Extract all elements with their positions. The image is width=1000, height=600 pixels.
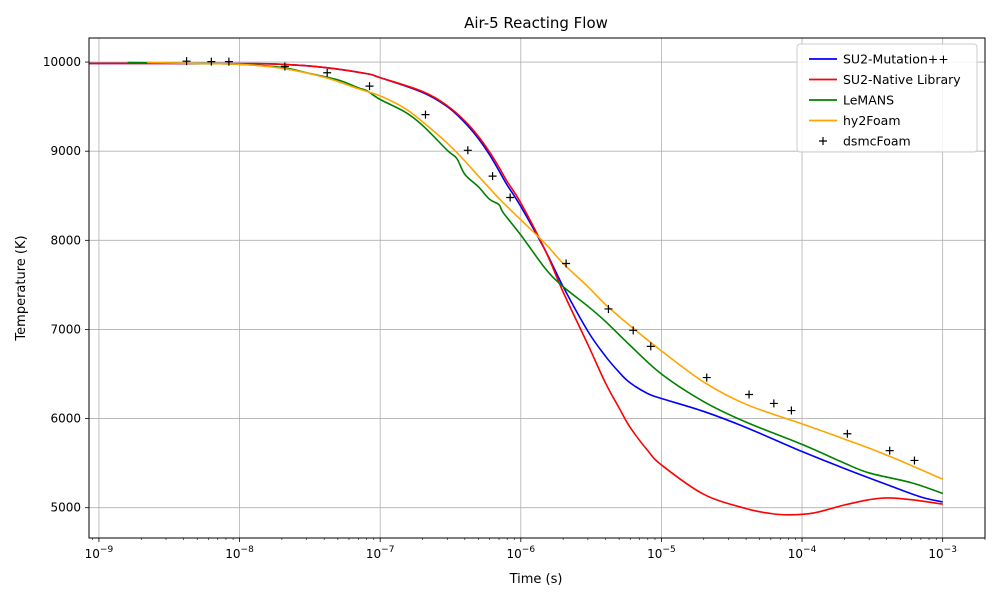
data-point-dsmcfoam (323, 68, 332, 77)
data-point-dsmcfoam (506, 193, 515, 202)
series-hy2foam (147, 61, 943, 480)
data-point-dsmcfoam (182, 57, 191, 66)
x-tick-exponent: −6 (522, 545, 536, 555)
data-point-dsmcfoam (604, 304, 613, 313)
series-line-lemans (127, 61, 943, 495)
data-point-dsmcfoam (224, 57, 233, 66)
data-point-dsmcfoam (207, 57, 216, 66)
y-tick-label: 9000 (50, 144, 81, 158)
data-point-dsmcfoam (488, 172, 497, 181)
data-point-dsmcfoam (769, 399, 778, 408)
series-line-hy2foam (147, 61, 943, 480)
data-point-dsmcfoam (280, 62, 289, 71)
series-dsmcfoam (182, 57, 919, 465)
legend-swatch-dsmcfoam (819, 137, 827, 145)
data-point-dsmcfoam (365, 82, 374, 91)
x-tick-exponent: −3 (944, 545, 957, 555)
legend-label-dsmcfoam: dsmcFoam (843, 134, 911, 149)
x-axis: 10−9 10−8 10−7 10−6 10−5 10−4 10−3 (85, 538, 986, 561)
x-tick-exponent: −8 (241, 545, 255, 555)
y-tick-label: 5000 (50, 501, 81, 515)
data-point-dsmcfoam (787, 406, 796, 415)
x-tick-base: 10 (366, 547, 381, 561)
x-tick-base: 10 (225, 547, 240, 561)
data-point-dsmcfoam (463, 146, 472, 155)
y-tick-label: 8000 (50, 233, 81, 247)
x-tick-base: 10 (507, 547, 522, 561)
data-point-dsmcfoam (885, 446, 894, 455)
plot-area (88, 37, 986, 539)
legend-label-hy2foam: hy2Foam (843, 113, 901, 128)
data-point-dsmcfoam (629, 326, 638, 335)
data-point-dsmcfoam (702, 373, 711, 382)
x-tick-label: 10−3 (928, 545, 957, 561)
legend: SU2-Mutation++ SU2-Native Library LeMANS hy… (796, 43, 978, 153)
data-point-dsmcfoam (562, 259, 571, 268)
series-lemans (127, 61, 943, 495)
series-layer (88, 57, 943, 516)
data-point-dsmcfoam (745, 390, 754, 399)
series-line-su2-native-library (88, 62, 943, 516)
x-tick-label: 10−6 (507, 545, 536, 561)
x-tick-base: 10 (85, 547, 100, 561)
x-tick-exponent: −7 (381, 545, 394, 555)
x-tick-base: 10 (647, 547, 662, 561)
x-tick-exponent: −9 (100, 545, 114, 555)
x-tick-base: 10 (788, 547, 803, 561)
x-tick-label: 10−9 (85, 545, 114, 561)
data-point-dsmcfoam (421, 110, 430, 119)
y-tick-label: 7000 (50, 322, 81, 336)
x-tick-label: 10−4 (788, 545, 817, 561)
y-tick-label: 6000 (50, 412, 81, 426)
y-axis-title: Temperature (K) (14, 235, 29, 341)
x-tick-exponent: −4 (803, 545, 817, 555)
y-tick-label: 10000 (43, 55, 81, 69)
y-axis: 5000 6000 7000 8000 9000 10000 (43, 55, 89, 515)
data-point-dsmcfoam (910, 456, 919, 465)
series-su2-native-library (88, 62, 943, 516)
data-point-dsmcfoam (843, 429, 852, 438)
x-tick-exponent: −5 (662, 545, 675, 555)
x-tick-label: 10−5 (647, 545, 676, 561)
grid-lines (89, 38, 985, 538)
legend-box (796, 43, 978, 153)
chart-title: Air-5 Reacting Flow (464, 14, 608, 32)
plot-frame (88, 37, 986, 539)
legend-label-lemans: LeMANS (843, 93, 894, 108)
data-point-dsmcfoam (646, 342, 655, 351)
x-tick-label: 10−8 (225, 545, 254, 561)
legend-label-su2-native-library: SU2-Native Library (843, 72, 961, 87)
x-tick-base: 10 (928, 547, 943, 561)
x-axis-title: Time (s) (509, 572, 563, 587)
x-tick-label: 10−7 (366, 545, 395, 561)
legend-label-su2-mutation: SU2-Mutation++ (843, 52, 949, 67)
